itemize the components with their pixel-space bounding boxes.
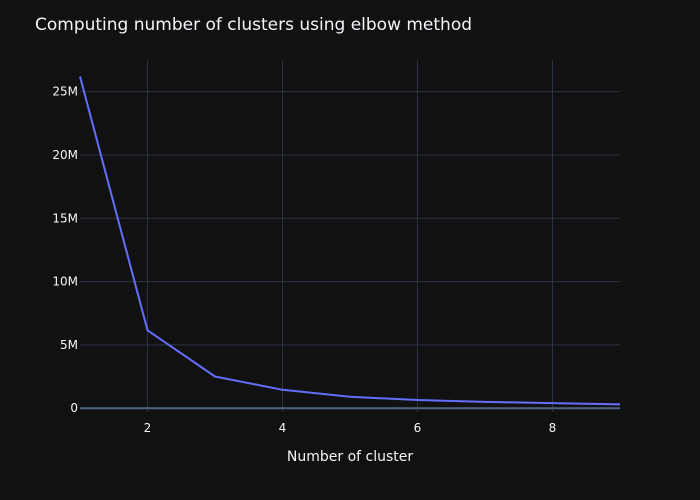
y-tick-label: 5M xyxy=(60,338,78,352)
y-axis-ticks: 0 5M 10M 15M 20M 25M xyxy=(52,85,78,416)
series-layer xyxy=(79,76,621,406)
y-tick-label: 0 xyxy=(70,401,78,415)
x-tick-label: 8 xyxy=(549,421,557,435)
x-axis-title: Number of cluster xyxy=(287,449,413,465)
x-tick-label: 2 xyxy=(144,421,152,435)
y-tick-label: 25M xyxy=(52,85,78,99)
chart-title: Computing number of clusters using elbow… xyxy=(35,15,472,35)
y-tick-label: 20M xyxy=(52,148,78,162)
y-tick-label: 10M xyxy=(52,275,78,289)
x-tick-label: 4 xyxy=(279,421,287,435)
y-tick-label: 15M xyxy=(52,211,78,225)
x-tick-label: 6 xyxy=(414,421,422,435)
x-axis-ticks: 2 4 6 8 xyxy=(144,421,557,435)
